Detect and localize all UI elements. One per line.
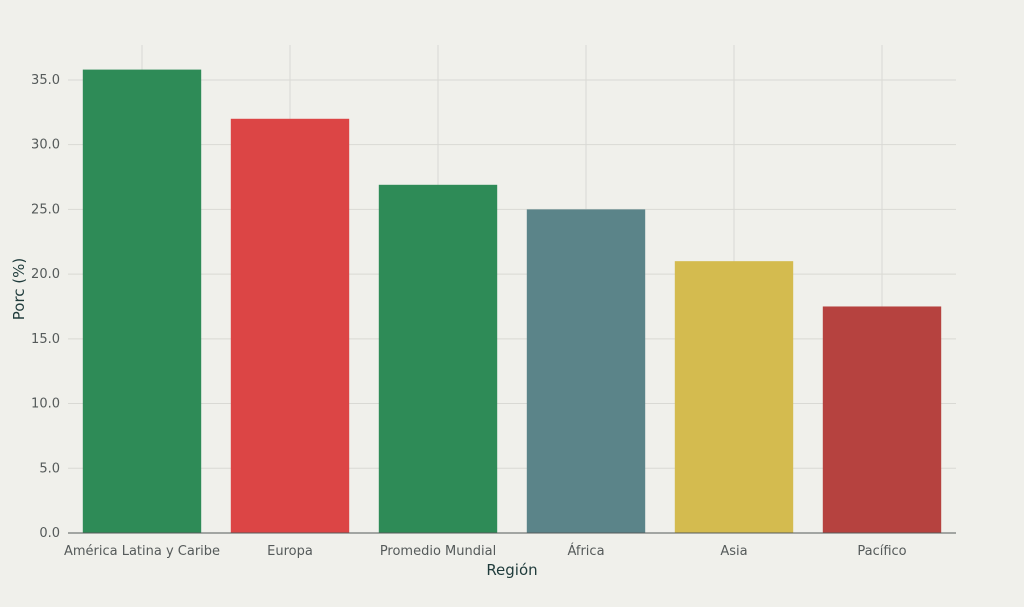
bar-2 — [230, 118, 350, 533]
bar-5 — [674, 261, 794, 533]
y-tick-label: 25.0 — [31, 202, 60, 217]
bar-6 — [822, 306, 942, 533]
bar-3 — [378, 184, 498, 533]
bar-4 — [526, 209, 646, 533]
y-axis-title: Porc (%) — [10, 258, 28, 321]
y-tick-label: 30.0 — [31, 138, 60, 153]
x-tick-label: Pacífico — [857, 544, 906, 559]
y-tick-label: 35.0 — [31, 73, 60, 88]
x-tick-label: América Latina y Caribe — [64, 544, 220, 559]
x-tick-label: Promedio Mundial — [380, 544, 496, 559]
y-tick-label: 0.0 — [39, 526, 60, 541]
labels-layer: 0.0 5.0 10.0 15.0 20.0 25.0 30.0 35.0 América La… — [31, 73, 907, 559]
x-tick-label: África — [567, 543, 604, 559]
x-tick-label: Europa — [267, 544, 313, 559]
y-tick-label: 20.0 — [31, 267, 60, 282]
bar-1 — [82, 69, 202, 533]
bars-layer — [82, 69, 942, 533]
x-tick-label: Asia — [720, 544, 747, 559]
y-tick-label: 15.0 — [31, 332, 60, 347]
y-tick-label: 5.0 — [39, 461, 60, 476]
y-tick-label: 10.0 — [31, 397, 60, 412]
x-axis-title: Región — [486, 561, 537, 579]
